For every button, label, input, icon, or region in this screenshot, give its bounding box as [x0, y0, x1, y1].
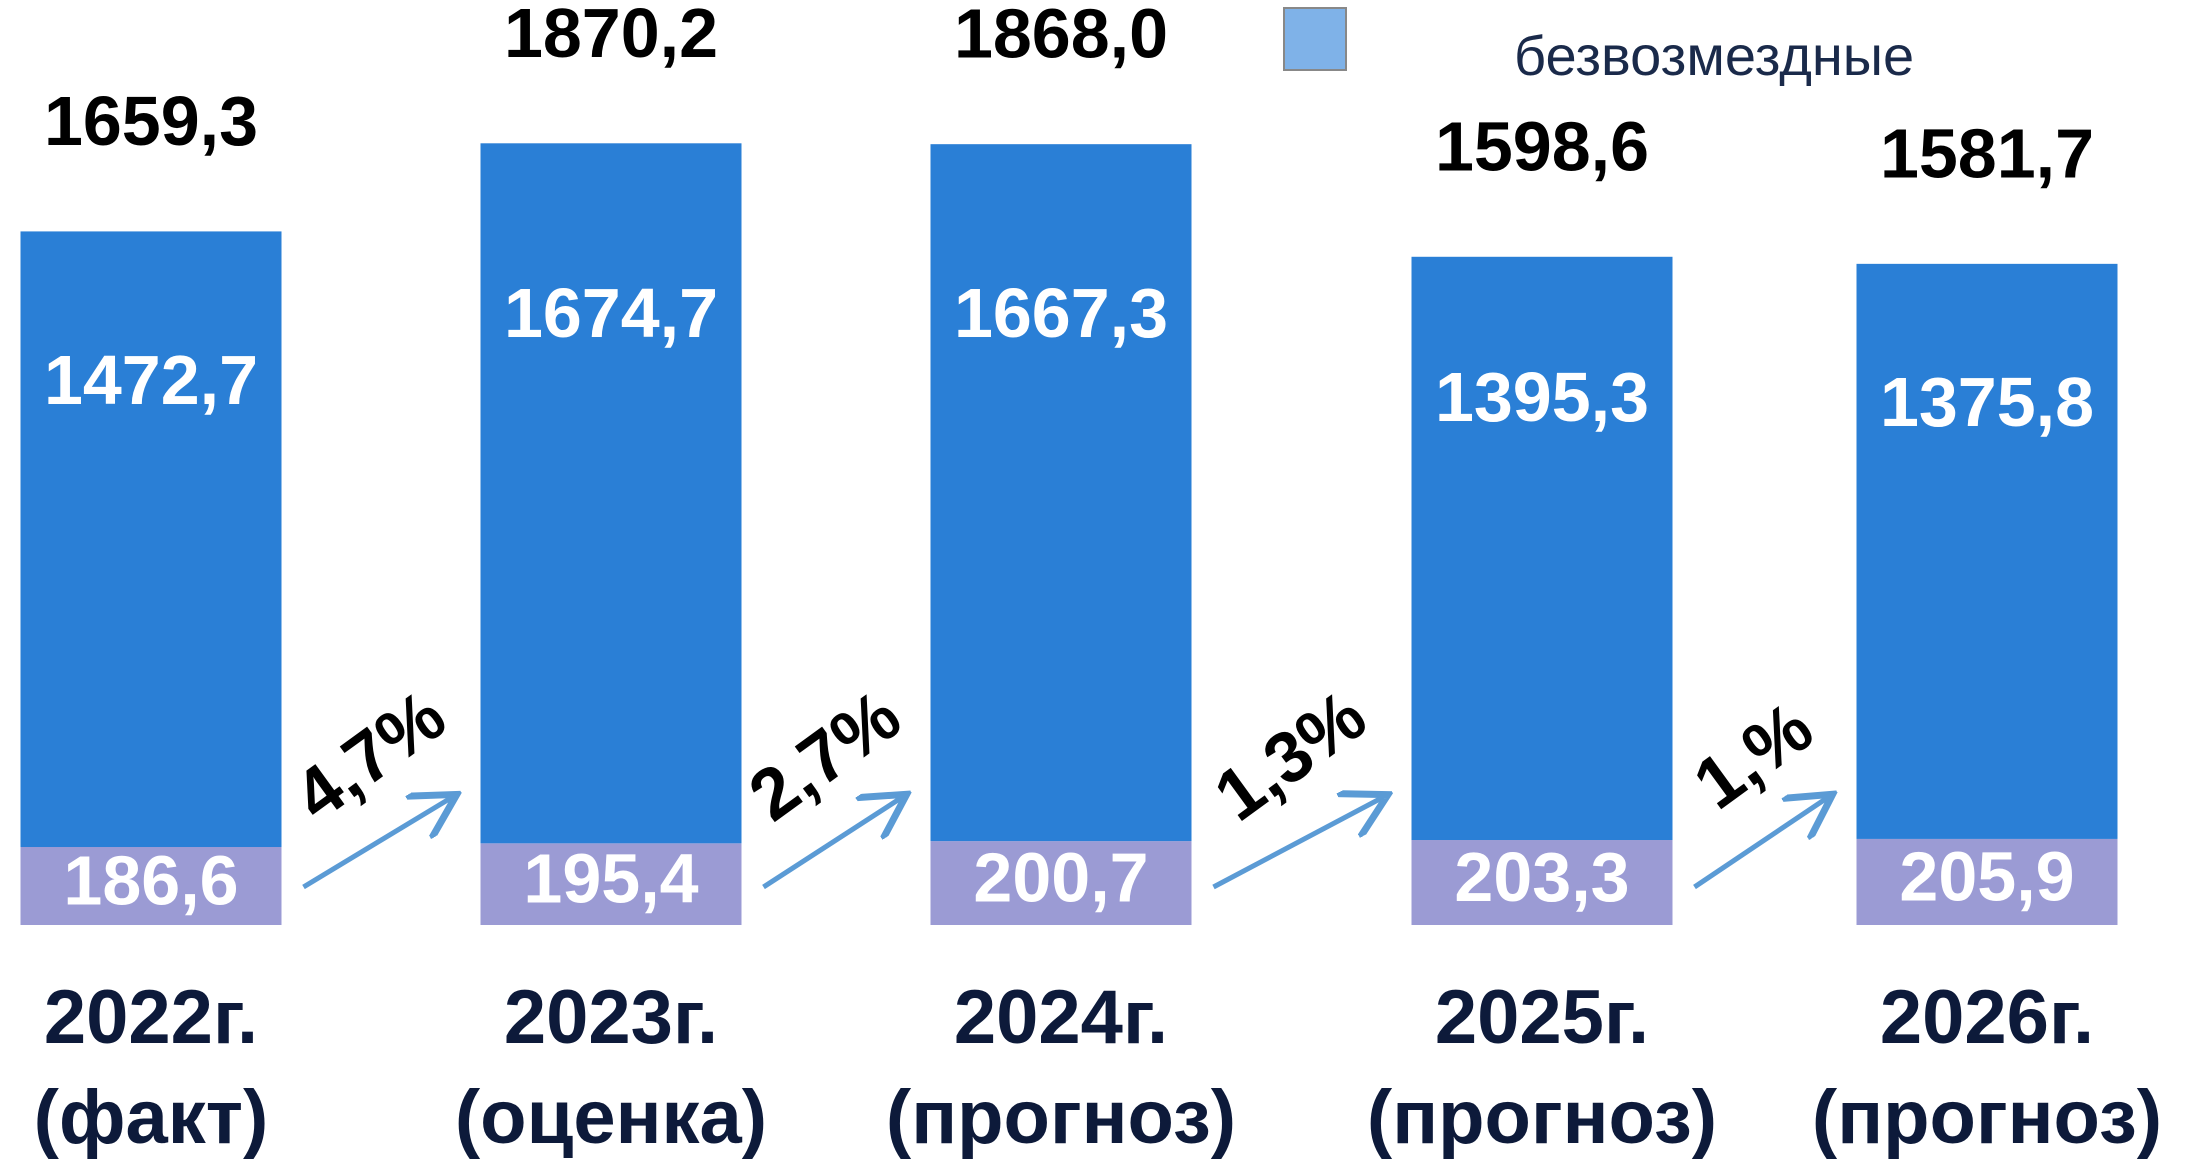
category-label: 2026г. — [1880, 975, 2094, 1060]
value-label: 203,3 — [1454, 838, 1629, 916]
value-label: 186,6 — [63, 841, 238, 919]
bar-segment — [480, 843, 742, 925]
legend-label: безвозмездные — [1514, 24, 1914, 87]
growth-arrow — [1693, 797, 1829, 890]
category-label: (прогноз) — [886, 1075, 1236, 1160]
bar-segment — [480, 143, 742, 844]
category-label: (оценка) — [455, 1075, 767, 1160]
total-label: 1598,6 — [1435, 107, 1649, 185]
legend-swatch — [1283, 7, 1347, 71]
total-label: 1868,0 — [954, 0, 1168, 73]
bar-segment — [20, 231, 282, 848]
bar-segment — [1411, 840, 1673, 925]
growth-label: 2,7% — [735, 675, 915, 836]
category-label: 2023г. — [504, 975, 718, 1060]
value-label: 1375,8 — [1880, 363, 2094, 441]
total-label: 1870,2 — [504, 0, 718, 72]
category-label: (факт) — [34, 1075, 269, 1160]
category-label: 2025г. — [1435, 975, 1649, 1060]
value-label: 1472,7 — [44, 341, 258, 419]
total-label: 1581,7 — [1880, 114, 2094, 192]
value-label: 1674,7 — [504, 274, 718, 352]
growth-label: 4,7% — [280, 675, 460, 836]
bar-segment — [930, 144, 1192, 842]
bar-segment — [930, 841, 1192, 925]
category-label: (прогноз) — [1812, 1075, 2162, 1160]
growth-label: 1,% — [1680, 687, 1827, 825]
category-label: (прогноз) — [1367, 1075, 1717, 1160]
value-label: 195,4 — [523, 840, 698, 918]
value-label: 1667,3 — [954, 274, 1168, 352]
bar-segment — [1411, 256, 1673, 841]
value-label: 200,7 — [973, 839, 1148, 917]
bar-segment — [20, 847, 282, 925]
value-label: 205,9 — [1899, 837, 2074, 915]
growth-arrow — [1212, 797, 1384, 890]
total-label: 1659,3 — [44, 82, 258, 160]
category-label: 2024г. — [954, 975, 1168, 1060]
bar-segment — [1856, 838, 2118, 925]
bar-segment — [1856, 263, 2118, 839]
growth-arrow — [302, 797, 453, 890]
growth-arrow — [762, 797, 903, 890]
value-label: 1395,3 — [1435, 358, 1649, 436]
category-label: 2022г. — [44, 975, 258, 1060]
